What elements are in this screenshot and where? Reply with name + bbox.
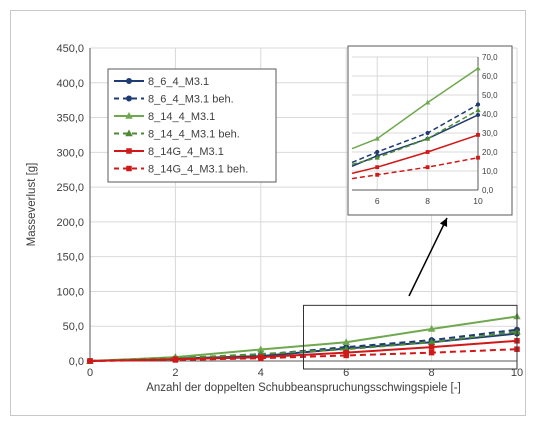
legend-swatch-marker	[126, 165, 132, 172]
inset-y-tick-label: 0,0	[482, 186, 494, 195]
y-axis-title: Masseverlust [g]	[26, 163, 38, 247]
y-tick-label: 400,0	[56, 78, 84, 90]
legend-label: 8_14G_4_M3.1	[148, 146, 224, 158]
data-point	[343, 352, 349, 359]
inset-data-point	[475, 107, 481, 113]
inset-data-point	[375, 149, 380, 155]
inset-x-tick-label: 10	[473, 196, 483, 206]
inset-series-line	[351, 67, 479, 150]
legend-label: 8_14_4_M3.1	[148, 111, 215, 123]
x-tick-label: 10	[511, 367, 523, 379]
y-tick-label: 50,0	[63, 321, 84, 333]
legend-label: 8_14_4_M3.1 beh.	[148, 129, 240, 141]
y-tick-label: 300,0	[56, 147, 84, 159]
inset-y-tick-label: 60,0	[482, 72, 498, 81]
x-tick-label: 6	[343, 367, 349, 379]
inset-y-tick-label: 40,0	[482, 110, 498, 119]
x-tick-label: 0	[87, 367, 93, 379]
data-point	[428, 349, 435, 356]
zoom-arrow-head	[439, 218, 448, 227]
x-tick-label: 2	[172, 367, 178, 379]
inset-data-point	[424, 135, 431, 141]
inset-data-point	[475, 65, 481, 71]
y-tick-label: 350,0	[56, 113, 84, 125]
inset-series-line	[351, 156, 479, 180]
inset-x-tick-label: 6	[375, 196, 380, 206]
data-point	[343, 349, 349, 356]
zoom-highlight-box	[303, 304, 518, 370]
legend-label: 8_6_4_M3.1 beh.	[148, 94, 234, 106]
y-tick-label: 0,0	[69, 356, 84, 368]
inset-data-point	[374, 154, 380, 160]
inset-data-point	[476, 132, 480, 137]
x-tick-label: 8	[429, 367, 435, 379]
inset-y-tick-label: 30,0	[482, 129, 498, 138]
inset-y-tick-label: 70,0	[482, 53, 498, 62]
data-point	[87, 358, 93, 364]
data-point	[428, 344, 435, 350]
data-point	[342, 338, 350, 345]
inset-data-point	[375, 172, 380, 177]
inset-y-tick-label: 50,0	[482, 91, 498, 100]
inset-data-point	[374, 135, 380, 141]
inset-series-line	[351, 109, 479, 166]
legend-swatch-marker	[126, 95, 132, 102]
y-tick-label: 100,0	[56, 286, 84, 298]
inset-data-point	[425, 165, 430, 170]
y-tick-label: 150,0	[56, 252, 84, 264]
y-tick-label: 250,0	[56, 182, 84, 194]
inset-x-tick-label: 8	[425, 196, 430, 206]
inset-data-point	[425, 150, 430, 154]
zoom-arrow	[408, 217, 448, 297]
inset-data-point	[375, 165, 380, 170]
legend-label: 8_14G_4_M3.1 beh.	[148, 164, 248, 176]
inset-box	[347, 45, 513, 216]
x-tick-label: 4	[258, 367, 264, 379]
chart-frame: 0,0 50,0 100,0 150,0 200,0 250,0 300,0 350,0 400…	[10, 10, 526, 416]
inset-y-tick-label: 10,0	[482, 167, 498, 176]
legend-swatch-marker	[126, 78, 132, 84]
inset-data-point	[425, 130, 430, 136]
legend-box	[107, 68, 277, 183]
y-tick-label: 200,0	[56, 217, 84, 229]
x-axis-title: Anzahl der doppelten Schubbeanspruchungs…	[146, 382, 461, 394]
y-tick-label: 450,0	[56, 43, 84, 55]
data-point	[427, 325, 436, 332]
inset-series-line	[351, 114, 479, 167]
inset-data-point	[476, 155, 480, 160]
chart-svg: 0,050,0100,0150,0200,0250,0300,0350,0400…	[26, 43, 523, 394]
inset-data-point	[475, 102, 481, 107]
data-point	[257, 345, 265, 353]
inset-series-line	[351, 134, 479, 175]
data-point	[258, 355, 264, 361]
legend-swatch-marker	[126, 148, 132, 154]
legend-swatch-marker	[125, 112, 133, 119]
legend-swatch-marker	[125, 129, 133, 137]
data-point	[172, 357, 179, 363]
legend-label: 8_6_4_M3.1	[148, 76, 209, 88]
inset-data-point	[424, 99, 431, 105]
inset-y-tick-label: 20,0	[482, 148, 498, 157]
data-point	[427, 338, 436, 345]
inset-data-point	[475, 112, 481, 118]
